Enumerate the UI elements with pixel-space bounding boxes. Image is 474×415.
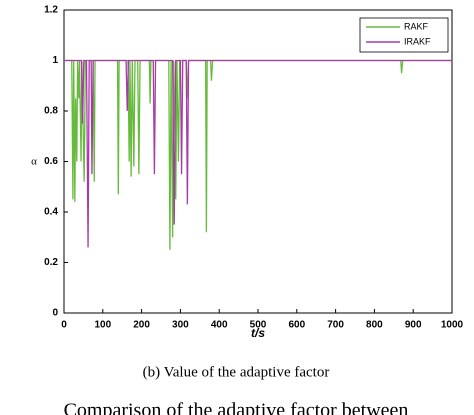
x-tick-label: 800 <box>366 320 383 331</box>
y-tick-label: 0.4 <box>44 207 58 218</box>
x-axis-label: t/s <box>251 326 265 340</box>
x-tick-label: 900 <box>405 320 422 331</box>
data-line <box>64 59 452 248</box>
footer-text: Comparison of the adaptive factor betwee… <box>64 400 409 415</box>
y-tick-label: 0.2 <box>44 257 58 268</box>
x-tick-label: 200 <box>133 320 150 331</box>
x-tick-label: 300 <box>172 320 189 331</box>
x-tick-label: 100 <box>94 320 111 331</box>
x-tick-label: 600 <box>288 320 305 331</box>
caption: (b) Value of the adaptive factor <box>143 364 330 380</box>
plot-frame <box>63 9 453 314</box>
y-axis-label: α <box>31 156 37 168</box>
legend-box <box>359 17 449 53</box>
y-tick-label: 0.6 <box>44 156 58 167</box>
y-tick-label: 1 <box>52 55 58 66</box>
y-tick-label: 1.2 <box>44 5 58 16</box>
x-tick-label: 500 <box>250 320 267 331</box>
x-tick-label: 0 <box>61 320 67 331</box>
y-tick-label: 0.8 <box>44 106 58 117</box>
legend-label: RAKF <box>404 21 429 31</box>
data-line <box>64 59 452 250</box>
x-tick-label: 700 <box>327 320 344 331</box>
x-tick-label: 400 <box>211 320 228 331</box>
y-tick-label: 0 <box>52 308 58 319</box>
x-tick-label: 1000 <box>441 320 464 331</box>
legend-label: IRAKF <box>404 36 431 46</box>
